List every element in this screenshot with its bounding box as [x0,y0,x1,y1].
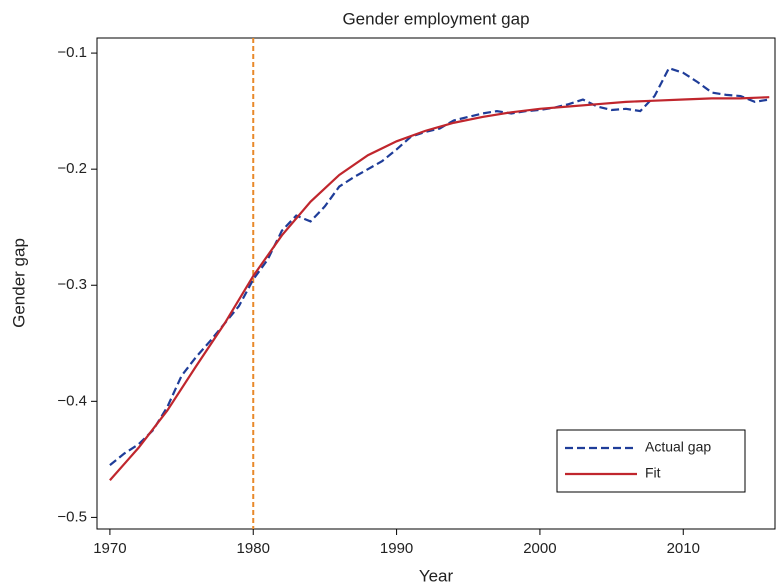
x-tick-label: 1980 [237,540,270,557]
y-tick-label: −0.1 [57,44,87,61]
x-tick-label: 2010 [667,540,700,557]
y-tick-label: −0.5 [57,508,87,525]
plot-frame [96,37,776,530]
legend-label: Actual gap [645,439,711,455]
x-axis-label: Year [419,566,454,585]
x-tick-label: 2000 [523,540,556,557]
legend-label: Fit [645,465,661,481]
x-tick-label: 1990 [380,540,413,557]
x-tick-label: 1970 [93,540,126,557]
data-line [109,66,770,467]
legend-box [556,429,746,493]
chart-title: Gender employment gap [342,9,529,28]
data-line [109,96,770,481]
y-tick-label: −0.3 [57,276,87,293]
y-tick-label: −0.4 [57,392,87,409]
y-axis-label: Gender gap [9,238,28,328]
y-tick-label: −0.2 [57,160,87,177]
